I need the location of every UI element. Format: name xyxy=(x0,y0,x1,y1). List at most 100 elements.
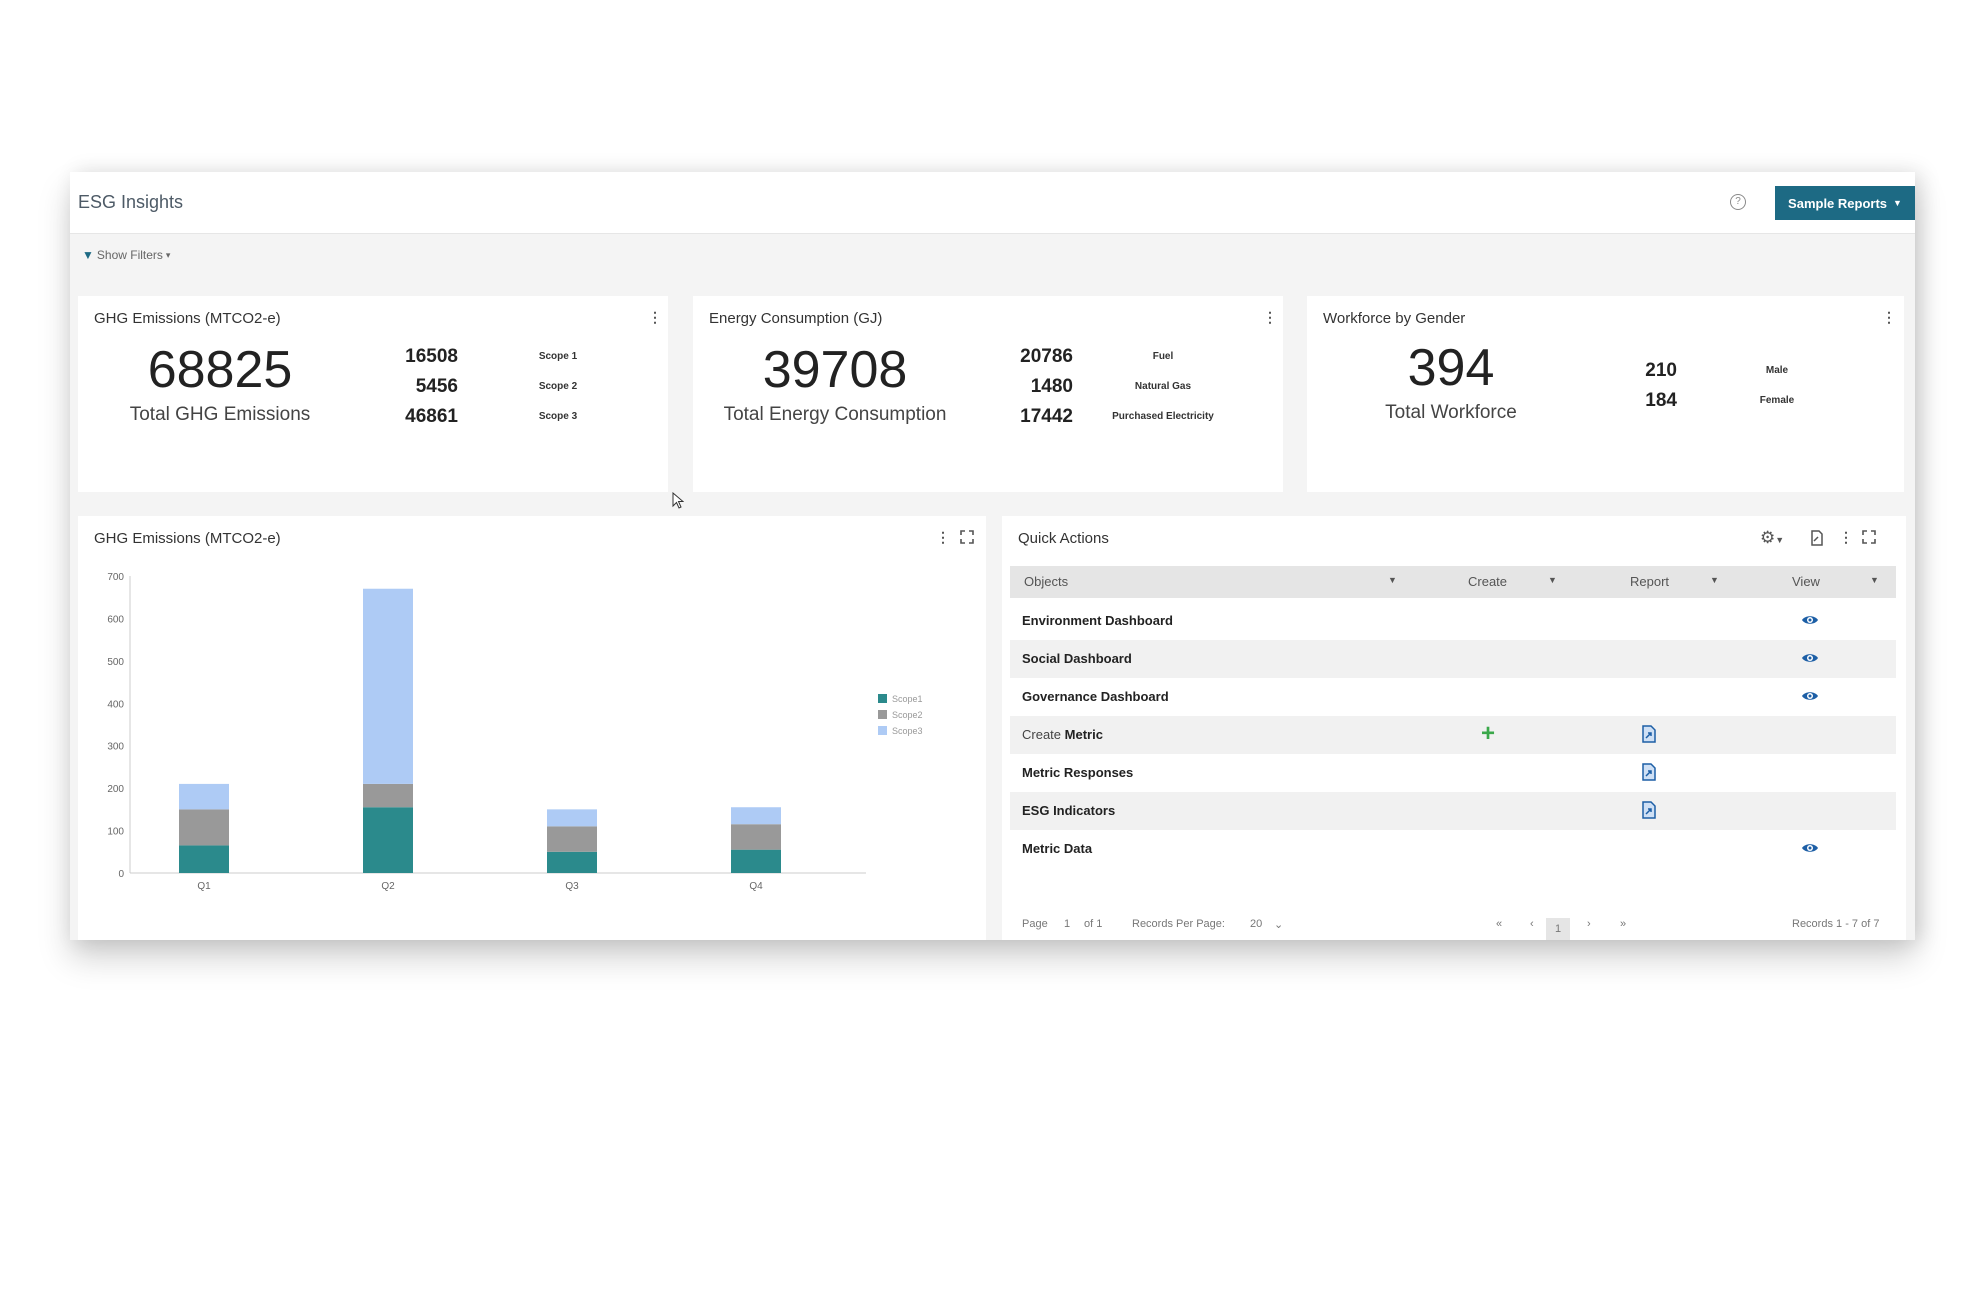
more-options-icon[interactable]: ⋮ xyxy=(648,309,662,325)
records-summary: Records 1 - 7 of 7 xyxy=(1792,918,1880,930)
card-title: Workforce by Gender xyxy=(1323,310,1466,327)
table-row[interactable]: Governance Dashboard xyxy=(1010,678,1896,716)
y-tick-label: 700 xyxy=(107,572,124,583)
chevron-down-icon[interactable]: ⌄ xyxy=(1274,919,1284,931)
bar-scope2-q3 xyxy=(547,826,597,852)
table-row[interactable]: Create Metric + xyxy=(1010,716,1896,754)
scope2-value: 5456 xyxy=(415,376,458,397)
gear-icon[interactable]: ⚙▼ xyxy=(1760,528,1785,547)
object-name[interactable]: ESG Indicators xyxy=(1022,803,1115,818)
chevron-down-icon[interactable]: ▼ xyxy=(1388,575,1397,585)
eye-icon[interactable] xyxy=(1801,651,1819,665)
legend-swatch xyxy=(878,726,887,735)
legend-label: Scope1 xyxy=(892,694,923,704)
card-title: GHG Emissions (MTCO2-e) xyxy=(94,310,281,327)
object-name[interactable]: Social Dashboard xyxy=(1022,651,1132,666)
records-per-page-value[interactable]: 20 xyxy=(1250,918,1263,930)
more-options-icon[interactable]: ⋮ xyxy=(1263,309,1277,325)
y-tick-label: 600 xyxy=(107,614,124,625)
table-row[interactable]: Social Dashboard xyxy=(1010,640,1896,678)
total-label: Total Workforce xyxy=(1385,402,1517,423)
page-of-label: of 1 xyxy=(1084,918,1103,930)
ghg-stacked-bar-chart: 0 100 200 300 400 500 600 700 Q1 Q2 Q3 Q4 Scope1 Scop… xyxy=(107,572,923,892)
more-options-icon[interactable]: ⋮ xyxy=(1839,529,1853,545)
quick-actions-panel: Quick Actions ⚙▼ ⋮ Objects ▼ Create ▼ Re… xyxy=(1002,516,1906,940)
bar-scope1-q3 xyxy=(547,851,597,873)
chevron-down-icon[interactable]: ▼ xyxy=(1548,575,1557,585)
object-name-text: Metric Responses xyxy=(1022,765,1134,780)
object-name-text: Social Dashboard xyxy=(1022,651,1132,666)
column-report[interactable]: Report xyxy=(1630,574,1670,589)
chevron-down-icon: ▾ xyxy=(165,249,171,260)
column-create[interactable]: Create xyxy=(1468,574,1508,589)
report-icon[interactable] xyxy=(1641,725,1657,743)
show-filters-label: Show Filters xyxy=(96,248,163,262)
object-name[interactable]: Environment Dashboard xyxy=(1022,613,1173,628)
eye-icon[interactable] xyxy=(1801,841,1819,855)
male-value: 210 xyxy=(1645,360,1677,381)
bar-scope1-q4 xyxy=(731,849,781,873)
help-icon[interactable]: ? xyxy=(1730,194,1746,210)
y-tick-label: 100 xyxy=(107,827,124,838)
x-tick-label: Q3 xyxy=(565,881,579,892)
eye-icon[interactable] xyxy=(1801,613,1819,627)
object-name[interactable]: Metric Responses xyxy=(1022,765,1133,780)
bar-scope2-q4 xyxy=(731,824,781,850)
legend-swatch xyxy=(878,710,887,719)
scope3-value: 46861 xyxy=(405,406,458,427)
bar-scope3-q1 xyxy=(179,783,229,810)
current-page-button[interactable]: 1 xyxy=(1546,918,1570,940)
kpi-card-energy: Energy Consumption (GJ) ⋮ 39708 Total En… xyxy=(693,296,1283,492)
y-tick-label: 300 xyxy=(107,742,124,753)
legend-label: Scope3 xyxy=(892,726,923,736)
object-name-prefix: Create xyxy=(1022,727,1065,742)
object-name-text: ESG Indicators xyxy=(1022,803,1116,818)
scope1-label: Scope 1 xyxy=(538,351,578,362)
eye-icon[interactable] xyxy=(1801,689,1819,703)
column-objects[interactable]: Objects xyxy=(1024,574,1069,589)
page-value[interactable]: 1 xyxy=(1064,918,1071,930)
natural-gas-value: 1480 xyxy=(1030,376,1073,397)
last-page-button[interactable]: » xyxy=(1620,918,1627,930)
table-row[interactable]: Metric Data xyxy=(1010,830,1896,868)
y-tick-label: 400 xyxy=(107,699,124,710)
legend-label: Scope2 xyxy=(892,710,923,720)
report-icon[interactable] xyxy=(1641,763,1657,781)
purchased-electricity-value: 17442 xyxy=(1020,406,1073,427)
table-row[interactable]: ESG Indicators xyxy=(1010,792,1896,830)
mouse-cursor-icon xyxy=(672,492,684,509)
fuel-label: Fuel xyxy=(1152,351,1174,362)
next-page-button[interactable]: › xyxy=(1587,918,1591,930)
report-icon[interactable] xyxy=(1810,530,1824,546)
sample-reports-button[interactable]: Sample Reports ▼ xyxy=(1775,186,1915,220)
more-options-icon[interactable]: ⋮ xyxy=(1882,309,1896,325)
show-filters-toggle[interactable]: ▼ Show Filters ▾ xyxy=(82,248,170,262)
object-name-text: Metric xyxy=(1064,727,1103,742)
object-name[interactable]: Create Metric xyxy=(1022,727,1103,742)
object-name-text: Environment Dashboard xyxy=(1022,613,1173,628)
first-page-button[interactable]: « xyxy=(1496,918,1503,930)
y-tick-label: 0 xyxy=(118,869,124,880)
object-name[interactable]: Metric Data xyxy=(1022,841,1092,856)
prev-page-button[interactable]: ‹ xyxy=(1530,918,1534,930)
chevron-down-icon[interactable]: ▼ xyxy=(1710,575,1719,585)
table-row[interactable]: Metric Responses xyxy=(1010,754,1896,792)
expand-icon[interactable] xyxy=(1862,530,1876,544)
report-icon[interactable] xyxy=(1641,801,1657,819)
bar-scope1-q1 xyxy=(179,845,229,873)
plus-icon[interactable]: + xyxy=(1481,720,1496,747)
total-value: 68825 xyxy=(147,341,293,399)
expand-icon[interactable] xyxy=(960,530,974,544)
bar-scope3-q3 xyxy=(547,809,597,827)
object-name-text: Metric Data xyxy=(1022,841,1093,856)
x-tick-label: Q1 xyxy=(197,881,211,892)
bar-scope2-q1 xyxy=(179,809,229,846)
column-view[interactable]: View xyxy=(1792,574,1820,589)
bar-scope2-q2 xyxy=(363,783,413,808)
object-name[interactable]: Governance Dashboard xyxy=(1022,689,1169,704)
total-value: 394 xyxy=(1407,339,1495,397)
table-row[interactable]: Environment Dashboard xyxy=(1010,602,1896,640)
chevron-down-icon[interactable]: ▼ xyxy=(1870,575,1879,585)
records-per-page-label: Records Per Page: xyxy=(1132,918,1225,930)
quick-actions-title: Quick Actions xyxy=(1018,530,1109,547)
